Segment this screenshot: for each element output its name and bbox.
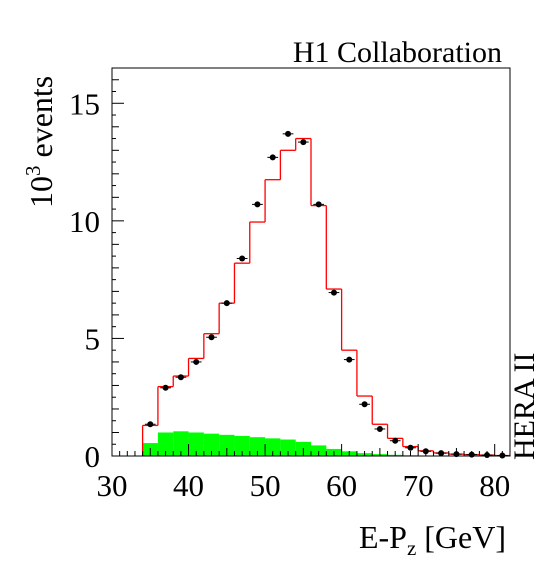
x-axis-label-unit: [GeV] (416, 519, 506, 555)
y-axis-tick-label: 10 (69, 204, 100, 239)
data-point (147, 421, 154, 428)
data-point (162, 384, 169, 391)
background-histogram (142, 431, 465, 456)
data-point (315, 201, 322, 208)
x-axis-label-main: E-P (359, 519, 407, 555)
data-point (239, 255, 246, 262)
background-bin (234, 436, 250, 456)
data-point (285, 130, 292, 137)
side-label: HERA II (508, 353, 541, 461)
x-axis-label: E-Pz [GeV] (359, 519, 506, 560)
background-bin (173, 431, 189, 456)
x-axis-tick-label: 30 (97, 468, 128, 503)
background-bin (249, 437, 266, 456)
x-axis-tick-label: 40 (173, 468, 204, 503)
data-point (346, 356, 353, 363)
data-point (208, 334, 215, 341)
y-axis-tick-label: 15 (69, 86, 100, 121)
background-bin (265, 438, 281, 456)
y-axis-label-rest: events (23, 76, 59, 166)
y-axis-label-exp: 3 (21, 166, 45, 177)
background-bin (157, 432, 174, 456)
background-bin (219, 434, 235, 456)
plot-frame (111, 67, 511, 457)
x-axis-tick-label: 50 (250, 468, 281, 503)
data-point (407, 444, 414, 451)
x-axis-tick-label: 60 (326, 468, 357, 503)
mc-total-histogram (141, 137, 511, 457)
data-point (392, 437, 399, 444)
x-axis-tick-label: 80 (479, 468, 510, 503)
y-axis: 0 5 10 15 (69, 67, 124, 474)
x-axis: 30 40 50 60 70 80 (97, 444, 511, 503)
y-axis-tick-label: 5 (85, 321, 101, 356)
data-point (269, 154, 276, 161)
background-bin (203, 433, 220, 456)
data-point (223, 300, 230, 307)
background-bin (280, 439, 296, 456)
data-points (144, 130, 508, 459)
y-axis-label: 103 events (21, 76, 59, 208)
data-point (177, 374, 184, 381)
background-bin (188, 432, 204, 456)
data-point (361, 401, 368, 408)
data-point (376, 425, 383, 432)
plot-frame-border (111, 67, 511, 457)
x-axis-label-sub: z (407, 536, 416, 560)
data-point (193, 358, 200, 365)
data-point (254, 201, 261, 208)
background-bin (311, 445, 327, 456)
y-axis-tick-label: 0 (85, 439, 101, 474)
y-axis-label-base: 10 (23, 176, 59, 208)
data-point (300, 139, 307, 146)
chart-title: H1 Collaboration (293, 36, 502, 69)
x-axis-tick-label: 70 (403, 468, 434, 503)
data-point (330, 289, 337, 296)
